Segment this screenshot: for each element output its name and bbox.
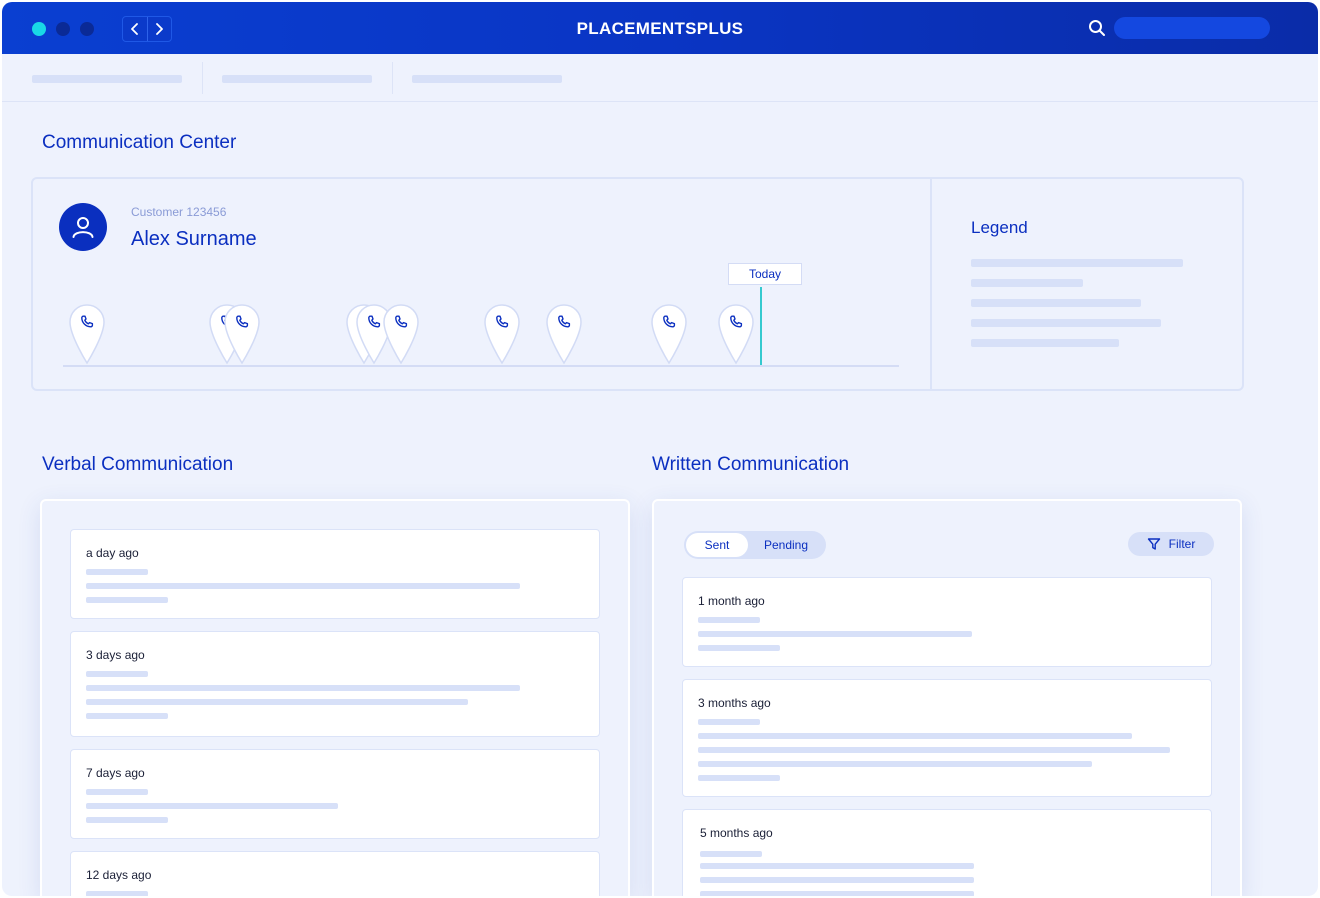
avatar [59, 203, 107, 251]
timeline-pin[interactable] [68, 303, 106, 365]
title-bar: PLACEMENTSPLUS [2, 2, 1318, 54]
verbal-communication-panel: a day ago 3 days ago 7 days ago 12 days … [40, 499, 630, 896]
subnav-divider [202, 62, 203, 94]
list-item[interactable]: 5 months ago [682, 809, 1212, 896]
item-time: a day ago [86, 546, 139, 560]
text-placeholder [86, 699, 468, 705]
text-placeholder [86, 583, 520, 589]
chevron-right-icon [156, 23, 164, 35]
text-placeholder [698, 631, 972, 637]
nav-divider [146, 17, 148, 41]
text-placeholder [86, 569, 148, 575]
forward-button[interactable] [148, 17, 172, 41]
filter-button[interactable]: Filter [1128, 532, 1214, 556]
timeline-axis [63, 365, 899, 367]
subnav-divider [392, 62, 393, 94]
legend-line [971, 339, 1119, 347]
written-communication-panel: Sent Pending Filter 1 month ago 3 months… [652, 499, 1242, 896]
list-item[interactable]: 1 month ago [682, 577, 1212, 667]
text-placeholder [86, 891, 148, 896]
list-item[interactable]: 12 days ago [70, 851, 600, 896]
text-placeholder [700, 891, 974, 896]
legend-title: Legend [971, 218, 1028, 237]
today-label: Today [728, 263, 802, 285]
text-placeholder [698, 775, 780, 781]
sub-navigation [2, 54, 1318, 102]
legend-line [971, 279, 1083, 287]
item-time: 3 months ago [698, 696, 771, 710]
communication-center-card: Customer 123456 Alex Surname Today Legen… [31, 177, 1244, 391]
tab-pending[interactable]: Pending [763, 538, 809, 552]
list-item[interactable]: 3 months ago [682, 679, 1212, 797]
text-placeholder [698, 617, 760, 623]
timeline-pin[interactable] [483, 303, 521, 365]
timeline-pin[interactable] [650, 303, 688, 365]
app-title: PLACEMENTSPLUS [576, 19, 744, 38]
item-time: 1 month ago [698, 594, 765, 608]
card-divider [930, 179, 932, 389]
timeline-pin[interactable] [717, 303, 755, 365]
text-placeholder [86, 597, 168, 603]
text-placeholder [698, 761, 1092, 767]
list-item[interactable]: 3 days ago [70, 631, 600, 737]
subnav-tab-2[interactable] [222, 75, 372, 83]
list-item[interactable]: a day ago [70, 529, 600, 619]
verbal-communication-title: Verbal Communication [42, 454, 234, 475]
communication-center-title: Communication Center [42, 132, 237, 153]
subnav-tab-1[interactable] [32, 75, 182, 83]
filter-label: Filter [1168, 537, 1196, 551]
tab-sent[interactable]: Sent [686, 533, 748, 557]
legend-line [971, 299, 1141, 307]
phone-icon [558, 315, 571, 328]
written-communication-title: Written Communication [652, 454, 850, 475]
user-icon [72, 217, 94, 238]
text-placeholder [86, 817, 168, 823]
sent-pending-toggle: Sent Pending [684, 531, 826, 559]
text-placeholder [86, 789, 148, 795]
search-icon[interactable] [1087, 18, 1107, 38]
legend-line [971, 319, 1161, 327]
phone-icon [496, 315, 509, 328]
item-time: 12 days ago [86, 868, 152, 882]
phone-icon [81, 315, 94, 328]
timeline-pin[interactable] [223, 303, 261, 365]
timeline-pin[interactable] [545, 303, 583, 365]
phone-icon [663, 315, 676, 328]
text-placeholder [86, 671, 148, 677]
customer-name: Alex Surname [131, 228, 257, 250]
history-nav [122, 16, 172, 42]
text-placeholder [698, 645, 780, 651]
text-placeholder [700, 863, 974, 869]
text-placeholder [700, 851, 762, 857]
text-placeholder [698, 747, 1170, 753]
window-dot-3[interactable] [80, 22, 94, 36]
item-time: 7 days ago [86, 766, 145, 780]
text-placeholder [86, 713, 168, 719]
search-input[interactable] [1114, 17, 1270, 39]
window-dot-1[interactable] [32, 22, 46, 36]
filter-icon [1147, 538, 1160, 550]
back-button[interactable] [123, 17, 147, 41]
text-placeholder [86, 803, 338, 809]
legend-line [971, 259, 1183, 267]
subnav-tab-3[interactable] [412, 75, 562, 83]
text-placeholder [698, 733, 1132, 739]
customer-id: Customer 123456 [131, 205, 227, 219]
phone-icon [368, 315, 381, 328]
timeline-pin[interactable] [382, 303, 420, 365]
item-time: 5 months ago [700, 826, 773, 840]
list-item[interactable]: 7 days ago [70, 749, 600, 839]
phone-icon [730, 315, 743, 328]
today-marker [760, 287, 762, 365]
window-dot-2[interactable] [56, 22, 70, 36]
text-placeholder [698, 719, 760, 725]
text-placeholder [86, 685, 520, 691]
text-placeholder [700, 877, 974, 883]
phone-icon [395, 315, 408, 328]
chevron-left-icon [130, 23, 138, 35]
item-time: 3 days ago [86, 648, 145, 662]
phone-icon [236, 315, 249, 328]
